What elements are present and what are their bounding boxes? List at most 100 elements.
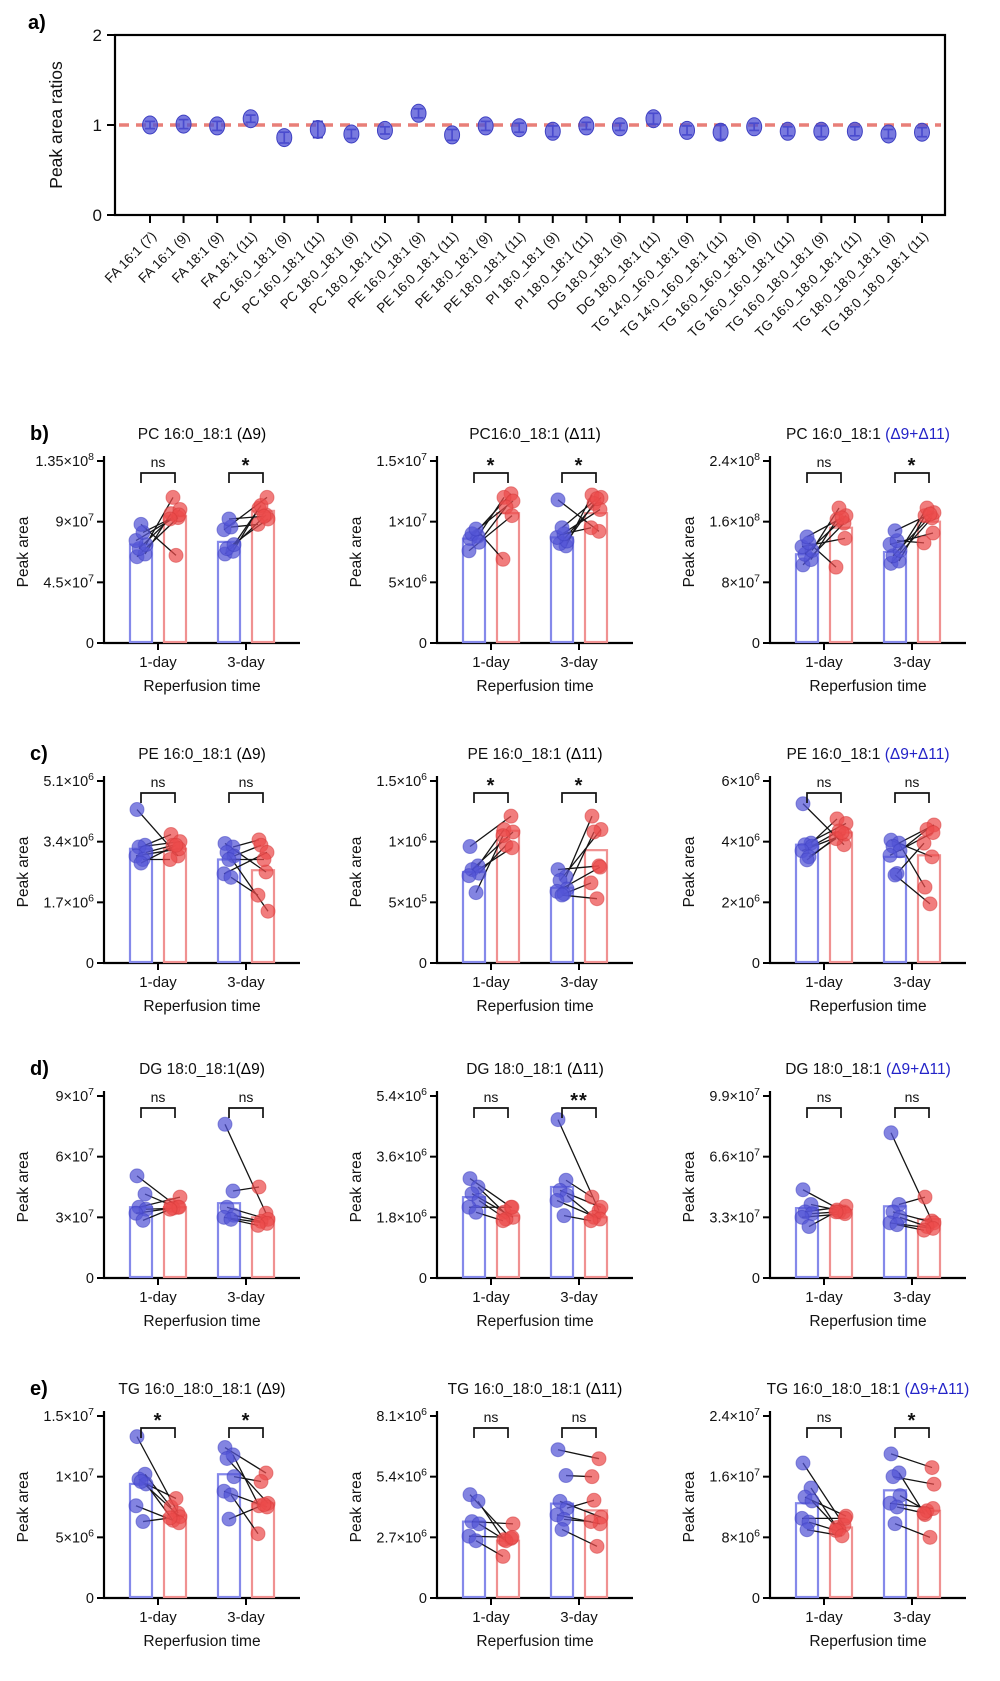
point-blue [223,869,239,885]
point-red [583,875,599,891]
ratio-point [578,116,595,136]
chart-title: PC 16:0_18:1 (Δ9) [138,426,266,443]
point-red [917,1189,933,1205]
point-red [165,489,181,505]
y-tick-label: 5×106 [55,1527,94,1546]
y-axis-title: Peak area [15,1151,32,1222]
y-tick-label: 3.4×106 [43,832,94,851]
significance-label: ns [905,774,920,790]
point-blue [128,1498,144,1514]
significance-bracket [473,792,509,803]
point-blue [889,1499,905,1515]
significance-bracket [228,792,264,803]
pair-line [226,1458,269,1504]
significance-label: * [908,1410,917,1432]
x-axis-title: Reperfusion time [143,1313,260,1330]
ratio-point [846,121,863,141]
point-blue [883,1125,899,1141]
y-tick-label: 0 [86,1591,94,1607]
x-tick-label: 3-day [560,1609,598,1626]
y-tick-label: 1 [93,116,102,135]
significance-label: ns [817,774,832,790]
y-tick-label: 3×107 [55,1207,94,1226]
chart-title: TG 16:0_18:0_18:1 (Δ9) [118,1381,285,1398]
x-tick-label: 3-day [560,654,598,671]
point-red [589,891,605,907]
point-blue [549,1192,565,1208]
significance-label: ns [151,774,166,790]
significance-bracket [228,1427,264,1438]
point-blue [554,1521,570,1537]
significance-label: ns [817,1409,832,1425]
point-blue [550,492,566,508]
chart-title: TG 16:0_18:0_18:1 (Δ9+Δ11) [767,1381,970,1398]
point-blue [468,1204,484,1220]
significance-bracket [894,792,930,803]
point-blue [799,852,815,868]
y-tick-label: 5.4×106 [376,1086,427,1105]
point-blue [550,1112,566,1128]
chart-tg-d9: TG 16:0_18:0_18:1 (Δ9) 0 5×106 1×107 1.5×107… [15,1381,300,1650]
point-red [251,1179,267,1195]
significance-bracket [228,472,264,483]
significance-label: ns [905,1089,920,1105]
y-tick-label: 1.8×106 [376,1207,427,1226]
point-red [589,491,605,507]
x-tick-label: 3-day [227,654,265,671]
panel-e-row: e) TG 16:0_18:0_18:1 (Δ9) 0 5×106 1×107 1.5×… [0,1370,1000,1660]
x-tick-label: 1-day [805,654,843,671]
point-blue [129,802,145,818]
point-red [505,1516,521,1532]
x-tick-label: 1-day [805,1289,843,1306]
point-red [495,1548,511,1564]
x-tick-label: 1-day [139,1289,177,1306]
y-tick-label: 5×105 [388,892,427,911]
point-red [584,1469,600,1485]
point-red [258,864,274,880]
significance-bracket [228,1107,264,1118]
chart-pe-d9: PE 16:0_18:1 (Δ9) 0 1.7×106 3.4×106 5.1×106 P… [15,746,300,1015]
y-tick-label: 8×106 [721,1527,760,1546]
y-tick-label: 1.5×107 [43,1406,94,1425]
y-tick-label: 6×106 [721,771,760,790]
pair-line [890,1132,933,1222]
x-tick-label: 3-day [560,974,598,991]
significance-bracket [894,1107,930,1118]
ratio-point [746,117,763,137]
point-blue [462,839,478,855]
ratio-point [477,116,494,136]
x-axis-title: Reperfusion time [143,1633,260,1650]
y-axis-title: Peak area [348,516,365,587]
pair-line [232,1454,260,1507]
y-tick-label: 4×106 [721,832,760,851]
point-red [926,1476,942,1492]
x-axis-title: Reperfusion time [809,998,926,1015]
point-red [256,1497,272,1513]
y-axis-title: Peak area [681,1151,698,1222]
y-axis-title: Peak area [681,1471,698,1542]
point-red [586,824,602,840]
panel-e-letter: e) [30,1378,48,1400]
point-blue [550,1442,566,1458]
point-blue [129,1429,145,1445]
significance-bracket [561,472,597,483]
x-tick-label: 3-day [560,1289,598,1306]
significance-label: * [242,1410,251,1432]
x-tick-label: 3-day [893,654,931,671]
point-blue [471,1516,487,1532]
y-tick-label: 0 [752,636,760,652]
significance-bracket [806,1427,842,1438]
point-red [916,535,932,551]
bar-red [583,1509,609,1599]
significance-bracket [894,1427,930,1438]
pair-line [145,497,174,545]
point-red [924,849,940,865]
point-red [495,551,511,567]
point-red [583,1514,599,1530]
y-tick-label: 2.4×107 [709,1406,760,1425]
point-red [589,1538,605,1554]
point-red [916,1505,932,1521]
y-tick-label: 1×107 [388,512,427,531]
ratio-point [544,121,561,141]
